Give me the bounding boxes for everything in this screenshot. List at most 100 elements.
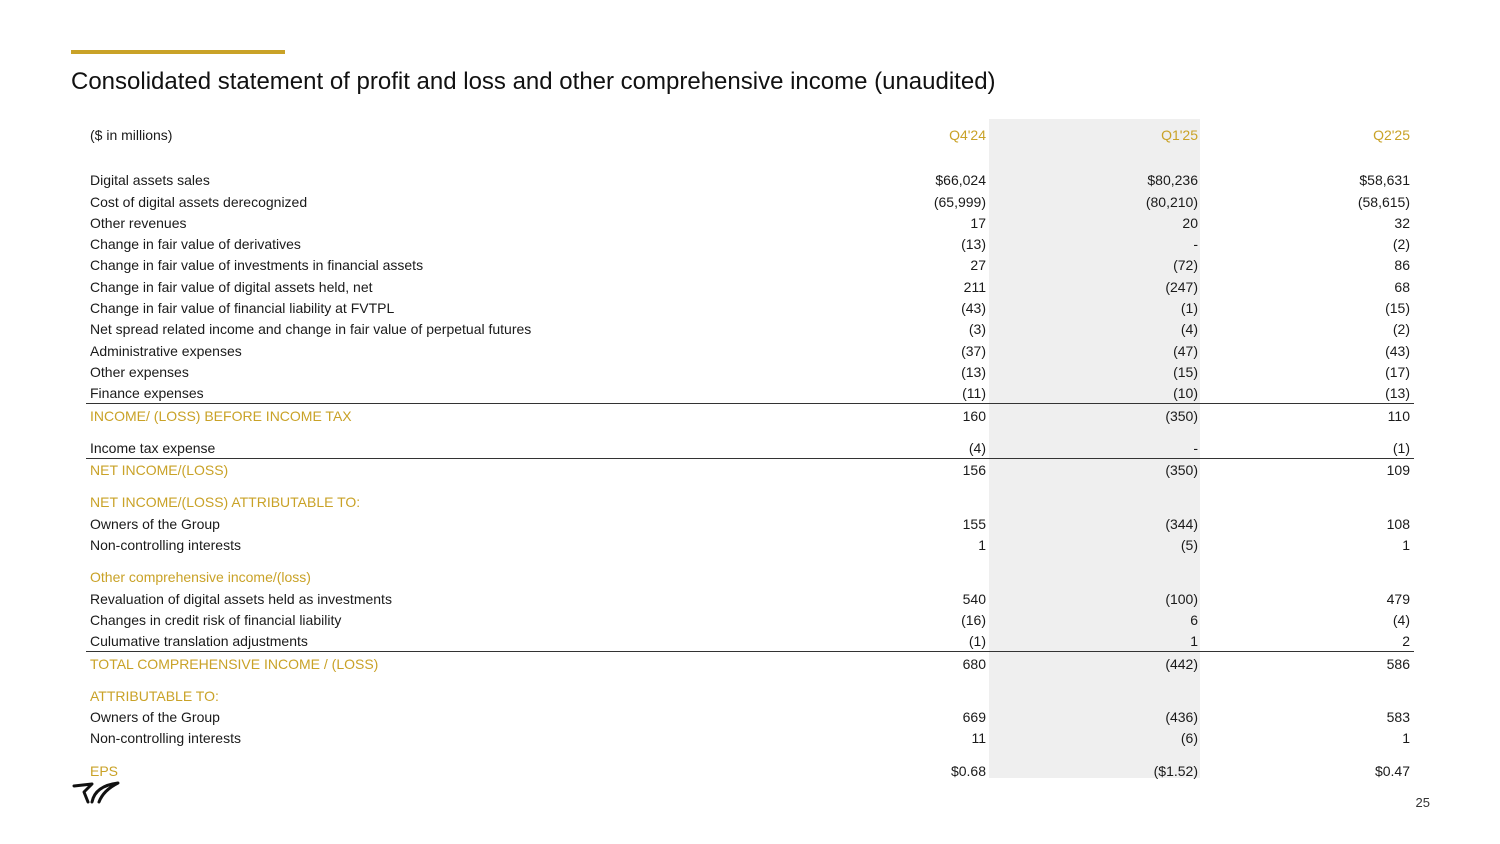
q1-column-highlight [989,119,1200,778]
cell-q4-24: 680 [962,655,986,672]
cell-q1-25: (4) [1180,321,1198,338]
cell-q4-24: (43) [961,300,986,317]
row-label: Other expenses [90,363,189,380]
cell-q2-25: 32 [1394,214,1410,231]
row-revaluation: Revaluation of digital assets held as in… [86,587,1414,608]
cell-q4-24: 160 [962,407,986,424]
cell-q2-25: $0.47 [1374,762,1410,779]
row-fv-derivatives: Change in fair value of derivatives (13)… [86,233,1414,254]
cell-q2-25: (4) [1392,611,1410,628]
cell-q4-24: (11) [962,385,986,402]
cell-q2-25: (1) [1392,439,1410,456]
cell-q4-24: 669 [962,709,986,726]
cell-q4-24: (65,999) [933,193,986,210]
cell-q1-25: (100) [1165,590,1198,607]
row-oci-heading: Other comprehensive income/(loss) [86,566,1414,587]
units-label: ($ in millions) [90,127,173,143]
row-finance-expenses: Finance expenses (11) (10) (13) [86,382,1414,403]
row-total-comprehensive: TOTAL COMPREHENSIVE INCOME / (LOSS) 680 … [86,651,1414,673]
cell-q1-25: (344) [1165,515,1198,532]
row-net-income-attributable-heading: NET INCOME/(LOSS) ATTRIBUTABLE TO: [86,491,1414,512]
row-label: NET INCOME/(LOSS) [90,462,229,479]
cell-q1-25: (15) [1173,363,1198,380]
cell-q1-25: 20 [1182,214,1198,231]
cell-q2-25: 586 [1386,655,1410,672]
row-credit-risk: Changes in credit risk of financial liab… [86,609,1414,630]
cell-q2-25: (17) [1385,363,1410,380]
row-admin-expenses: Administrative expenses (37) (47) (43) [86,339,1414,360]
cell-q1-25: (350) [1165,462,1198,479]
cell-q2-25: (58,615) [1357,193,1410,210]
cell-q1-25: (247) [1165,278,1198,295]
row-label: TOTAL COMPREHENSIVE INCOME / (LOSS) [90,655,379,672]
cell-q2-25: (2) [1392,236,1410,253]
section-heading: Other comprehensive income/(loss) [90,569,311,586]
cell-q4-24: (16) [961,611,986,628]
cell-q4-24: $66,024 [935,172,986,189]
cell-q2-25: (2) [1392,321,1410,338]
page-title: Consolidated statement of profit and los… [71,68,996,95]
row-label: Cost of digital assets derecognized [90,193,308,210]
row-label: INCOME/ (LOSS) BEFORE INCOME TAX [90,407,352,424]
row-label: Changes in credit risk of financial liab… [90,611,342,628]
row-label: Income tax expense [90,439,216,456]
cell-q2-25: 110 [1387,407,1410,424]
row-fv-financial-liability: Change in fair value of financial liabil… [86,297,1414,318]
cell-q4-24: (13) [961,363,986,380]
row-tci-owners: Owners of the Group 669 (436) 583 [86,706,1414,727]
cell-q4-24: 1 [978,537,986,554]
cell-q1-25: $80,236 [1147,172,1198,189]
income-statement-table: ($ in millions) Q4'24 Q1'25 Q2'25 Digita… [86,119,1414,781]
cell-q4-24: 27 [970,257,986,274]
cell-q1-25: (350) [1165,407,1198,424]
cell-q1-25: (1) [1180,300,1198,317]
cell-q2-25: 583 [1386,709,1410,726]
row-label: Change in fair value of derivatives [90,236,301,253]
cell-q2-25: 86 [1394,257,1410,274]
row-label: Change in fair value of investments in f… [90,257,424,274]
cell-q4-24: 17 [970,214,986,231]
row-ni-owners: Owners of the Group 155 (344) 108 [86,512,1414,533]
cell-q1-25: 6 [1190,611,1198,628]
cell-q2-25: 479 [1386,590,1410,607]
row-label: Culumative translation adjustments [90,633,308,650]
row-eps: EPS $0.68 ($1.52) $0.47 [86,759,1414,780]
cell-q2-25: 108 [1386,515,1410,532]
row-label: Non-controlling interests [90,537,241,554]
row-net-spread: Net spread related income and change in … [86,318,1414,339]
row-label: Owners of the Group [90,515,220,532]
cell-q2-25: (13) [1385,385,1410,402]
cell-q2-25: 2 [1402,633,1410,650]
cell-q4-24: (3) [968,321,986,338]
cell-q2-25: 1 [1402,537,1410,554]
row-label: Revaluation of digital assets held as in… [90,590,392,607]
cell-q2-25: (15) [1385,300,1410,317]
cell-q1-25: (442) [1165,655,1198,672]
cell-q4-24: (13) [961,236,986,253]
row-label: EPS [90,762,119,779]
row-tci-nci: Non-controlling interests 11 (6) 1 [86,727,1414,748]
row-fv-digital-assets: Change in fair value of digital assets h… [86,275,1414,296]
period-header-q2-25: Q2'25 [1373,127,1410,143]
row-label: Change in fair value of financial liabil… [90,300,395,317]
row-other-revenues: Other revenues 17 20 32 [86,212,1414,233]
row-digital-assets-sales: Digital assets sales $66,024 $80,236 $58… [86,169,1414,190]
cell-q4-24: 211 [963,278,986,295]
section-heading: ATTRIBUTABLE TO: [90,687,219,704]
row-income-tax-expense: Income tax expense (4) - (1) [86,437,1414,458]
row-attributable-heading: ATTRIBUTABLE TO: [86,685,1414,706]
cell-q1-25: (6) [1180,730,1198,747]
period-header-q1-25: Q1'25 [1161,127,1198,143]
table-header-row: ($ in millions) Q4'24 Q1'25 Q2'25 [86,119,1414,147]
row-label: Owners of the Group [90,709,220,726]
row-label: Administrative expenses [90,342,242,359]
cell-q2-25: 1 [1402,730,1410,747]
company-logo-icon [72,781,120,804]
period-header-q4-24: Q4'24 [949,127,986,143]
row-label: Digital assets sales [90,172,210,189]
cell-q2-25: 109 [1386,462,1410,479]
cell-q4-24: 156 [962,462,986,479]
row-income-before-tax: INCOME/ (LOSS) BEFORE INCOME TAX 160 (35… [86,403,1414,425]
row-label: Other revenues [90,214,187,231]
cell-q4-24: 540 [962,590,986,607]
